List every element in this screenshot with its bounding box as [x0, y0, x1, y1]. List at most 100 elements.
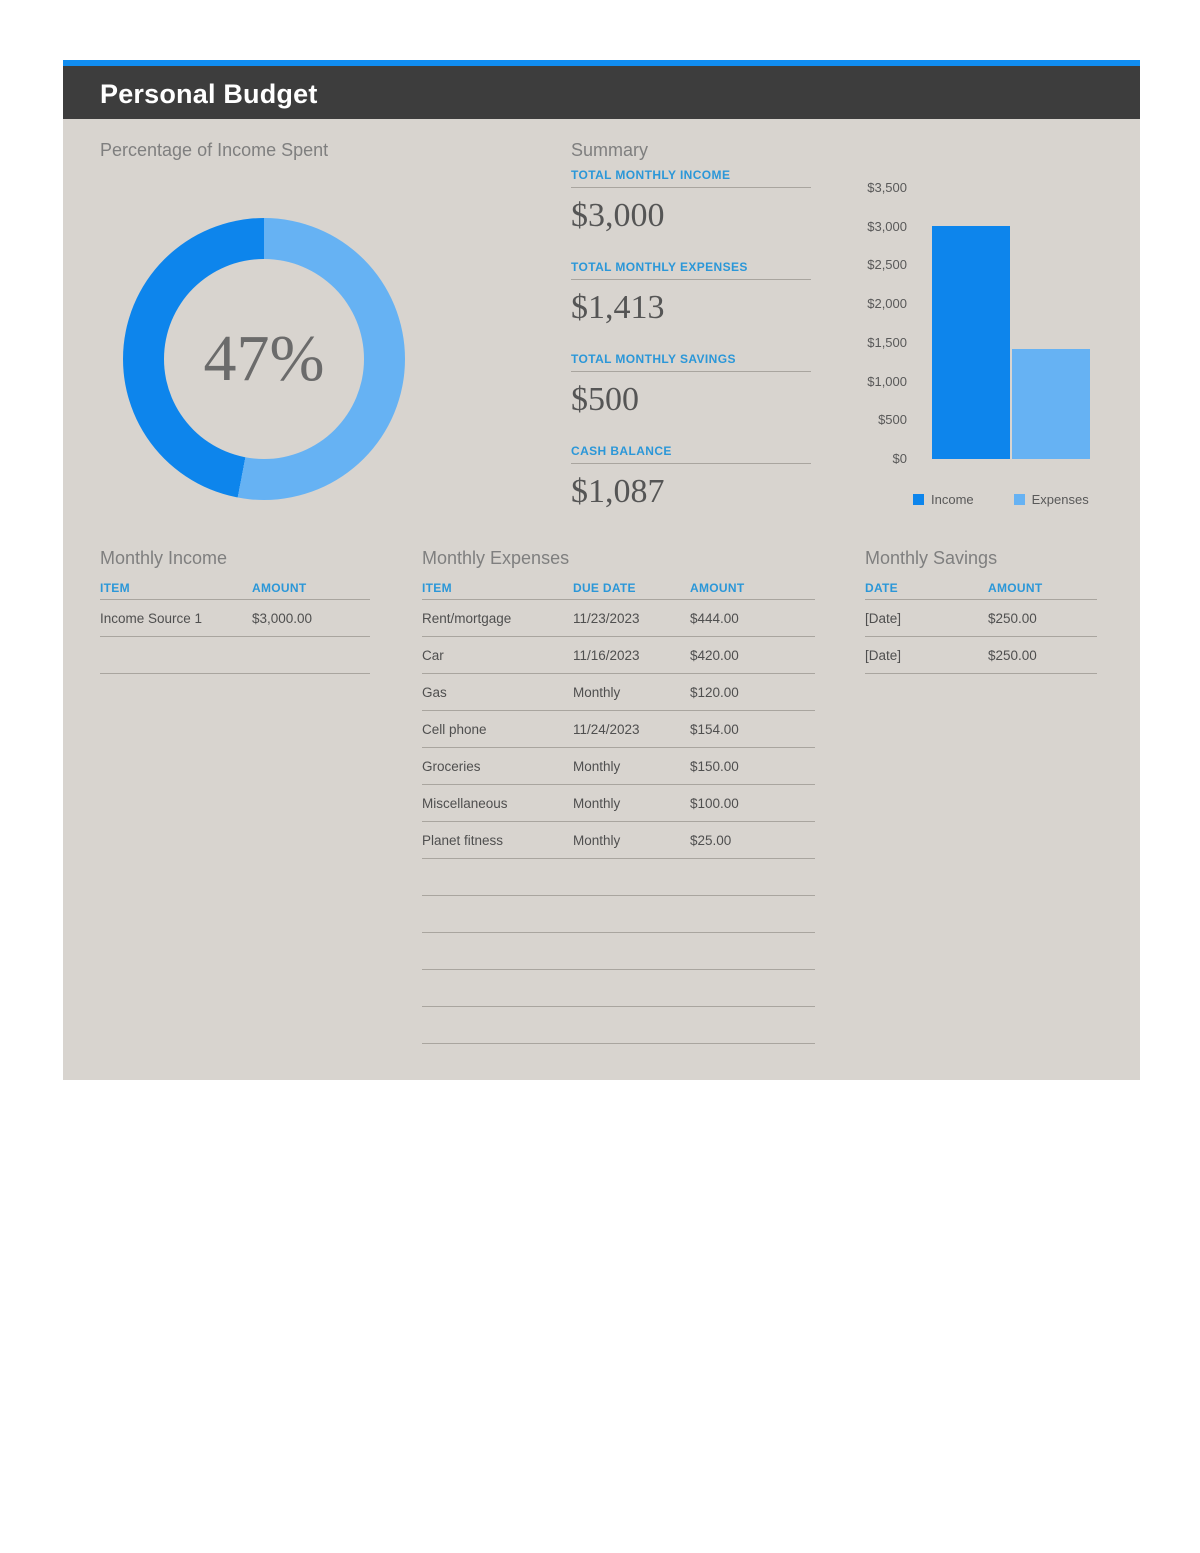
legend-entry-expenses: Expenses [1013, 492, 1089, 507]
monthly-expenses-table: Monthly Expenses ITEM DUE DATE AMOUNT Rent… [422, 548, 815, 1044]
table-cell[interactable]: Groceries [422, 758, 481, 774]
table-row[interactable]: Cell phone 11/24/2023 $154.00 [422, 711, 815, 748]
table-row[interactable]: [Date] $250.00 [865, 637, 1097, 674]
table-cell[interactable]: 11/24/2023 [573, 721, 640, 737]
table-row-empty[interactable] [422, 933, 815, 970]
table-row-empty[interactable] [422, 970, 815, 1007]
expenses-bar [1012, 349, 1090, 459]
table-cell[interactable]: Miscellaneous [422, 795, 508, 811]
y-tick-label: $0 [892, 450, 907, 466]
y-tick-label: $2,000 [867, 296, 907, 312]
y-tick-label: $500 [878, 412, 907, 428]
table-header-row[interactable]: DATE AMOUNT [865, 576, 1097, 600]
table-row[interactable]: Miscellaneous Monthly $100.00 [422, 785, 815, 822]
expenses-legend-swatch-icon [1013, 494, 1025, 505]
monthly-income-table: Monthly Income ITEM AMOUNT Income Source … [100, 548, 370, 674]
table-title: Monthly Savings [865, 548, 998, 568]
table-cell[interactable]: Planet fitness [422, 832, 504, 848]
table-cell[interactable]: Gas [422, 684, 447, 700]
y-tick-label: $3,500 [867, 180, 907, 195]
legend-label: Income [931, 492, 974, 507]
column-header[interactable]: AMOUNT [988, 580, 1043, 595]
table-row-empty[interactable] [422, 859, 815, 896]
table-row[interactable]: [Date] $250.00 [865, 600, 1097, 637]
income-legend-swatch-icon [913, 494, 924, 505]
table-cell[interactable]: Income Source 1 [100, 610, 203, 626]
column-header[interactable]: DATE [865, 580, 898, 595]
table-row[interactable]: Gas Monthly $120.00 [422, 674, 815, 711]
summary-item: CASH BALANCE $1,087 [571, 444, 811, 520]
chart-legend: Income Expenses [913, 492, 1089, 507]
table-cell[interactable]: $25.00 [690, 832, 732, 848]
table-cell[interactable]: $420.00 [690, 647, 739, 663]
table-row[interactable]: Planet fitness Monthly $25.00 [422, 822, 815, 859]
table-cell[interactable]: Cell phone [422, 721, 487, 737]
table-body: Rent/mortgage 11/23/2023 $444.00 Car 11/16/2… [422, 600, 815, 1044]
table-cell[interactable]: Car [422, 647, 444, 663]
table-cell[interactable]: Monthly [573, 795, 621, 811]
table-cell[interactable]: $120.00 [690, 684, 739, 700]
summary-item: TOTAL MONTHLY INCOME $3,000 [571, 168, 811, 244]
table-cell[interactable]: $250.00 [988, 647, 1037, 663]
bar-chart-plot-area [927, 187, 1097, 459]
table-row[interactable]: Groceries Monthly $150.00 [422, 748, 815, 785]
monthly-savings-table: Monthly Savings DATE AMOUNT [Date] $250.00… [865, 548, 1097, 674]
summary-label: TOTAL MONTHLY INCOME [571, 168, 811, 188]
table-body: [Date] $250.00 [Date] $250.00 [865, 600, 1097, 674]
table-body: Income Source 1 $3,000.00 [100, 600, 370, 674]
y-tick-label: $1,000 [867, 373, 907, 389]
table-header-row[interactable]: ITEM AMOUNT [100, 576, 370, 600]
donut-hole: 47% [164, 259, 364, 459]
column-header[interactable]: AMOUNT [252, 580, 307, 595]
table-row-empty[interactable] [100, 637, 370, 674]
summary-section-title: Summary [571, 140, 649, 160]
income-spent-donut-chart: 47% [123, 218, 405, 500]
table-title: Monthly Income [100, 548, 228, 568]
summary-item: TOTAL MONTHLY EXPENSES $1,413 [571, 260, 811, 336]
summary-value[interactable]: $1,413 [571, 289, 665, 326]
summary-value[interactable]: $3,000 [571, 197, 665, 234]
table-cell[interactable]: $250.00 [988, 610, 1037, 626]
header-bar: Personal Budget [63, 66, 1140, 119]
table-cell[interactable]: $154.00 [690, 721, 739, 737]
summary-panel: TOTAL MONTHLY INCOME $3,000 TOTAL MONTHL… [571, 168, 811, 536]
y-axis-labels: $3,500 $3,000 $2,500 $2,000 $1,500 $1,000 $500… [855, 180, 907, 466]
table-row[interactable]: Income Source 1 $3,000.00 [100, 600, 370, 637]
y-tick-label: $1,500 [867, 334, 907, 350]
column-header[interactable]: DUE DATE [573, 580, 636, 595]
summary-value[interactable]: $1,087 [571, 473, 665, 510]
summary-label: TOTAL MONTHLY EXPENSES [571, 260, 811, 280]
table-cell[interactable]: $3,000.00 [252, 610, 313, 626]
table-cell[interactable]: 11/16/2023 [573, 647, 640, 663]
table-row[interactable]: Rent/mortgage 11/23/2023 $444.00 [422, 600, 815, 637]
table-cell[interactable]: Rent/mortgage [422, 610, 512, 626]
column-header[interactable]: ITEM [100, 580, 130, 595]
table-cell[interactable]: Monthly [573, 684, 621, 700]
table-cell[interactable]: Monthly [573, 758, 621, 774]
table-cell[interactable]: $150.00 [690, 758, 739, 774]
table-cell[interactable]: [Date] [865, 610, 902, 626]
summary-label: TOTAL MONTHLY SAVINGS [571, 352, 811, 372]
column-header[interactable]: ITEM [422, 580, 452, 595]
column-header[interactable]: AMOUNT [690, 580, 745, 595]
legend-entry-income: Income [913, 492, 974, 507]
table-header-row[interactable]: ITEM DUE DATE AMOUNT [422, 576, 815, 600]
table-row-empty[interactable] [422, 896, 815, 933]
table-cell[interactable]: $444.00 [690, 610, 739, 626]
summary-item: TOTAL MONTHLY SAVINGS $500 [571, 352, 811, 428]
legend-label: Expenses [1031, 492, 1089, 507]
table-row-empty[interactable] [422, 1007, 815, 1044]
table-cell[interactable]: Monthly [573, 832, 621, 848]
donut-percent-label: 47% [203, 322, 325, 395]
y-tick-label: $3,000 [867, 218, 907, 234]
summary-label: CASH BALANCE [571, 444, 811, 464]
y-tick-label: $2,500 [867, 257, 907, 273]
accent-bar [63, 60, 1140, 66]
summary-value[interactable]: $500 [571, 381, 639, 418]
table-row[interactable]: Car 11/16/2023 $420.00 [422, 637, 815, 674]
page-title: Personal Budget [100, 79, 318, 109]
table-cell[interactable]: $100.00 [690, 795, 739, 811]
income-expenses-bar-chart: $3,500 $3,000 $2,500 $2,000 $1,500 $1,000 $500… [855, 180, 1140, 540]
table-cell[interactable]: [Date] [865, 647, 902, 663]
table-cell[interactable]: 11/23/2023 [573, 610, 640, 626]
